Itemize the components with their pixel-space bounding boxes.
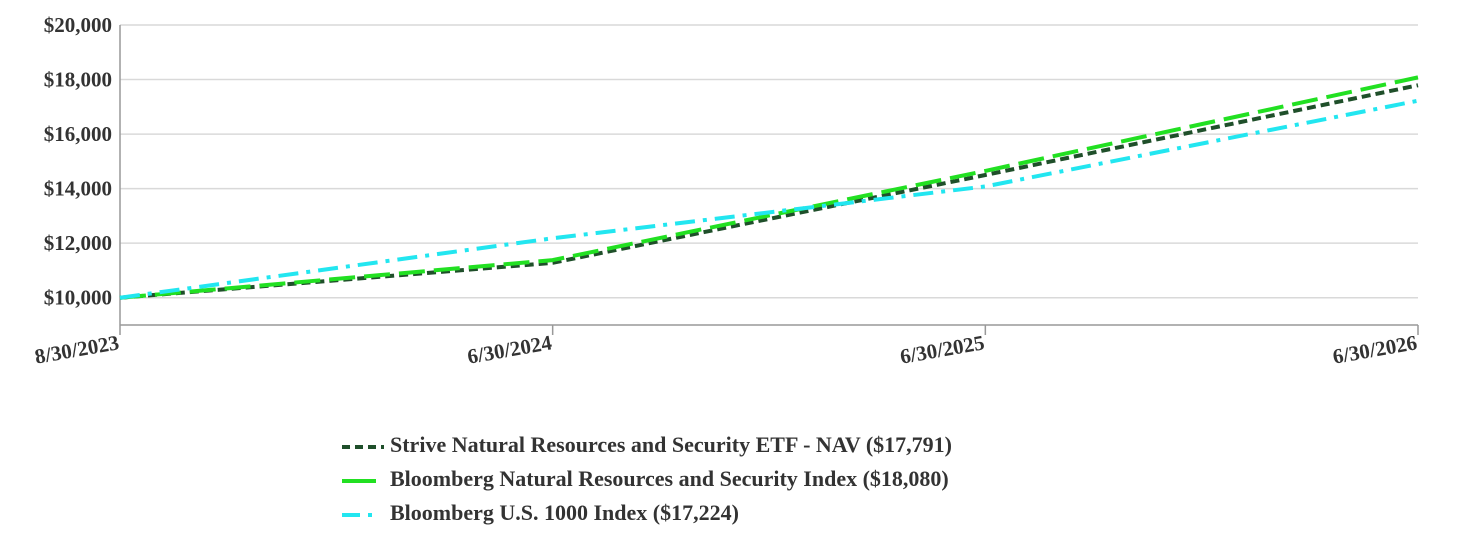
legend: Strive Natural Resources and Security ET… (340, 428, 952, 530)
y-tick-label: $10,000 (44, 286, 112, 310)
series-line-1 (119, 83, 1419, 300)
legend-item-bloomberg-nrs-index: Bloomberg Natural Resources and Security… (340, 462, 952, 496)
legend-label-bloomberg-us-1000: Bloomberg U.S. 1000 Index ($17,224) (390, 500, 739, 525)
legend-swatch-strive-etf (342, 445, 384, 449)
legend-item-strive-etf: Strive Natural Resources and Security ET… (340, 428, 952, 462)
growth-line-chart: $10,000 $12,000 $14,000 $16,000 $18,000 $20,0… (33, 13, 1419, 369)
legend-label-bloomberg-nrs-index: Bloomberg Natural Resources and Security… (390, 466, 949, 491)
grid-lines (120, 24, 1418, 299)
x-tick-label: 6/30/2026 (1331, 330, 1419, 368)
legend-item-bloomberg-us-1000: Bloomberg U.S. 1000 Index ($17,224) (340, 496, 952, 530)
y-tick-label: $18,000 (44, 68, 112, 92)
axes (119, 25, 1419, 335)
legend-label-strive-etf: Strive Natural Resources and Security ET… (390, 432, 952, 457)
x-tick-label: 6/30/2025 (898, 330, 986, 368)
x-tick-label: 8/30/2023 (33, 330, 121, 368)
legend-swatch-bloomberg-nrs-index (342, 479, 376, 483)
series-line-3 (119, 98, 1419, 300)
series-line-2 (119, 75, 1419, 300)
y-tick-label: $16,000 (44, 122, 112, 146)
x-axis-tick-labels: 8/30/2023 6/30/2024 6/30/2025 6/30/2026 (33, 330, 1419, 369)
x-tick-label: 6/30/2024 (465, 330, 554, 369)
y-tick-label: $14,000 (44, 177, 112, 201)
legend-swatch-bloomberg-us-1000 (342, 513, 372, 517)
y-tick-label: $20,000 (44, 13, 112, 37)
y-tick-label: $12,000 (44, 231, 112, 255)
y-axis-tick-labels: $10,000 $12,000 $14,000 $16,000 $18,000 $20,0… (44, 13, 112, 310)
series-lines (119, 75, 1419, 300)
